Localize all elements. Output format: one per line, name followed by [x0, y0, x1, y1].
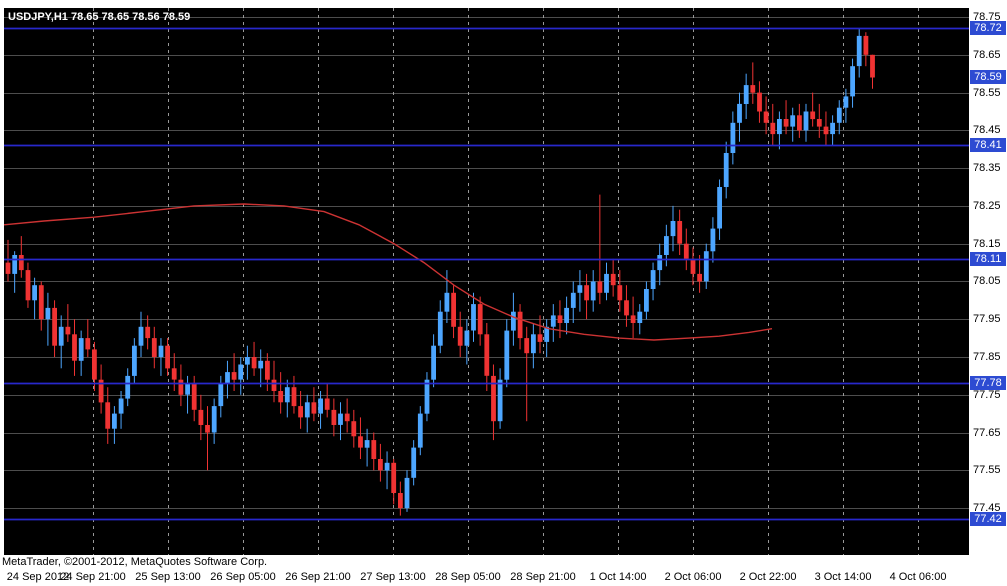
price-tick-label: 78.15 — [973, 237, 1001, 250]
price-tick-label: 78.65 — [973, 48, 1001, 61]
time-axis-label: 26 Sep 21:00 — [285, 571, 351, 583]
price-tick-label: 78.55 — [973, 86, 1001, 99]
time-axis-label: 2 Oct 06:00 — [664, 571, 722, 583]
time-axis-label: 3 Oct 14:00 — [814, 571, 872, 583]
price-tick-label: 77.75 — [973, 388, 1001, 401]
price-level-badge: 77.78 — [970, 376, 1006, 391]
time-axis-label: 27 Sep 13:00 — [360, 571, 426, 583]
time-axis-label: 28 Sep 21:00 — [510, 571, 576, 583]
price-tick-label: 78.05 — [973, 275, 1001, 288]
price-level-badge: 77.42 — [970, 512, 1006, 527]
time-axis-label: 24 Sep 21:00 — [60, 571, 126, 583]
time-axis-label: 26 Sep 05:00 — [210, 571, 276, 583]
chart-plot-area[interactable] — [4, 8, 969, 555]
time-axis[interactable]: 24 Sep 2012 24 Sep 21:00 25 Sep 13:00 26 Se… — [0, 569, 1007, 585]
candlestick-chart[interactable] — [4, 8, 969, 555]
time-axis-label: 2 Oct 22:00 — [739, 571, 797, 583]
time-axis-label: 4 Oct 06:00 — [889, 571, 947, 583]
time-axis-label: 1 Oct 14:00 — [589, 571, 647, 583]
price-tick-label: 77.55 — [973, 464, 1001, 477]
time-axis-label: 24 Sep 2012 — [6, 571, 70, 583]
price-tick-label: 77.95 — [973, 313, 1001, 326]
time-axis-label: 28 Sep 05:00 — [435, 571, 501, 583]
price-tick-label: 77.85 — [973, 350, 1001, 363]
price-tick-label: 77.45 — [973, 502, 1001, 515]
price-level-badge: 78.11 — [970, 251, 1006, 266]
copyright-text: MetaTrader, ©2001-2012, MetaQuotes Softw… — [2, 556, 268, 568]
price-level-badge: 78.72 — [970, 21, 1006, 36]
time-axis-label: 25 Sep 13:00 — [135, 571, 201, 583]
price-tick-label: 78.45 — [973, 124, 1001, 137]
price-axis[interactable]: 78.75 78.65 78.55 78.45 78.35 78.25 78.15 78.05… — [969, 0, 1007, 586]
price-tick-label: 78.75 — [973, 11, 1001, 24]
price-tick-label: 78.25 — [973, 199, 1001, 212]
price-level-badge: 78.41 — [970, 138, 1006, 153]
price-tick-label: 77.65 — [973, 426, 1001, 439]
price-tick-label: 78.35 — [973, 162, 1001, 175]
price-level-badge: 78.59 — [970, 70, 1006, 85]
chart-symbol-title: USDJPY,H1 78.65 78.65 78.56 78.59 — [8, 11, 191, 23]
